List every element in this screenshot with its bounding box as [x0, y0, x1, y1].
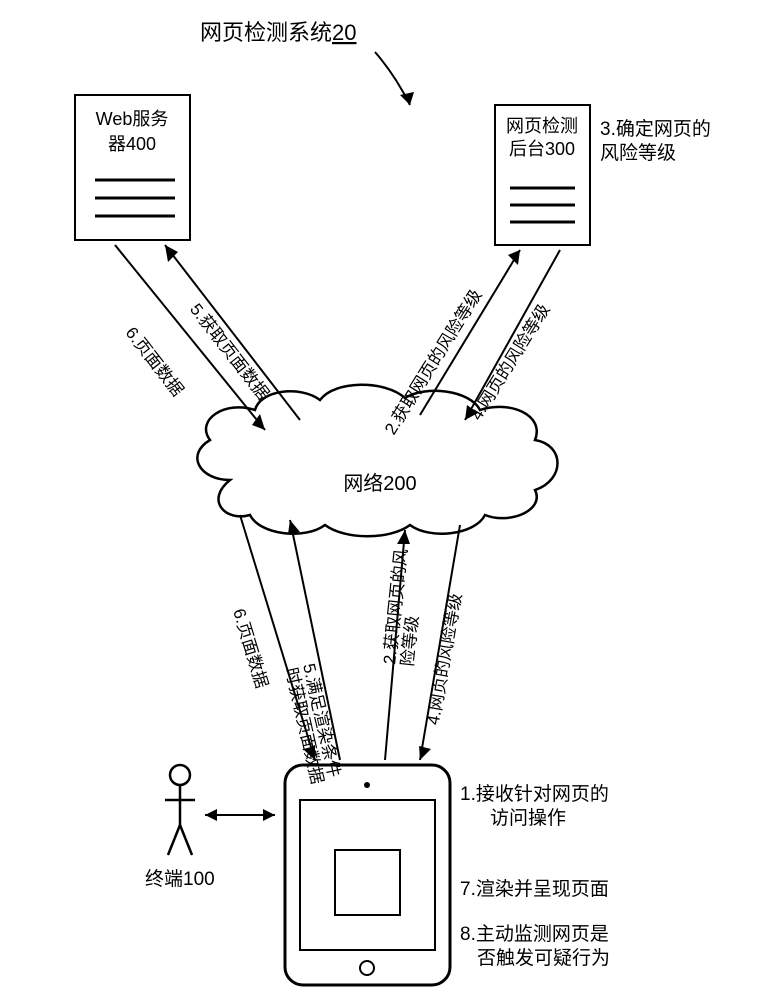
cloud-node: 网络200: [197, 385, 557, 537]
svg-text:后台300: 后台300: [509, 139, 575, 159]
label-6-bot: 6.页面数据: [229, 606, 271, 690]
step-1-text: 1.接收针对网页的 访问操作: [460, 783, 614, 829]
title-pointer-head: [400, 92, 414, 105]
step-7-text: 7.渲染并呈现页面: [460, 878, 609, 900]
svg-text:网页检测: 网页检测: [506, 116, 578, 136]
label-6-top: 6.页面数据: [122, 323, 188, 399]
label-2-bot: 2.获取网页的风 险等级: [380, 543, 429, 667]
terminal-node: [285, 765, 450, 985]
web-server-node: Web服务 器400: [75, 95, 190, 240]
label-4-bot: 4.网页的风险等级: [424, 592, 466, 726]
label-5-top: 5.获取页面数据: [186, 300, 273, 403]
person-icon: [165, 765, 195, 855]
label-4-top: 4.网页的风险等级: [467, 301, 554, 424]
terminal-label: 终端100: [145, 868, 215, 890]
svg-text:Web服务: Web服务: [96, 109, 169, 129]
arrow-2-top: [420, 250, 520, 415]
step-8-text: 8.主动监测网页是 否触发可疑行为: [460, 923, 614, 969]
step-3-text: 3.确定网页的 风险等级: [600, 118, 716, 164]
svg-text:器400: 器400: [108, 134, 156, 154]
detect-backend-node: 网页检测 后台300: [495, 105, 590, 245]
system-title: 网页检测系统20: [200, 20, 357, 45]
svg-text:网络200: 网络200: [343, 472, 416, 495]
diagram-canvas: 网页检测系统20 Web服务 器400 网页检测 后台300 3.确定网页的 风…: [0, 0, 758, 1000]
